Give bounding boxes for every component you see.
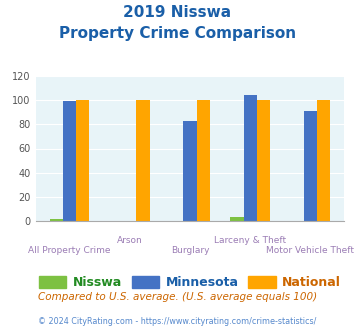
Bar [304,111,317,221]
Text: © 2024 CityRating.com - https://www.cityrating.com/crime-statistics/: © 2024 CityRating.com - https://www.city… [38,317,317,326]
Bar [317,100,330,221]
Text: Property Crime Comparison: Property Crime Comparison [59,26,296,41]
Text: Motor Vehicle Theft: Motor Vehicle Theft [267,246,354,255]
Bar [197,100,210,221]
Bar [244,95,257,221]
Text: All Property Crime: All Property Crime [28,246,111,255]
Bar [230,217,244,221]
Bar [257,100,270,221]
Legend: Nisswa, Minnesota, National: Nisswa, Minnesota, National [34,271,346,294]
Bar [50,219,63,221]
Bar [183,121,197,221]
Text: 2019 Nisswa: 2019 Nisswa [124,5,231,20]
Text: Larceny & Theft: Larceny & Theft [214,236,286,245]
Text: Arson: Arson [117,236,143,245]
Bar [63,101,76,221]
Bar [76,100,89,221]
Text: Burglary: Burglary [171,246,209,255]
Text: Compared to U.S. average. (U.S. average equals 100): Compared to U.S. average. (U.S. average … [38,292,317,302]
Bar [136,100,149,221]
